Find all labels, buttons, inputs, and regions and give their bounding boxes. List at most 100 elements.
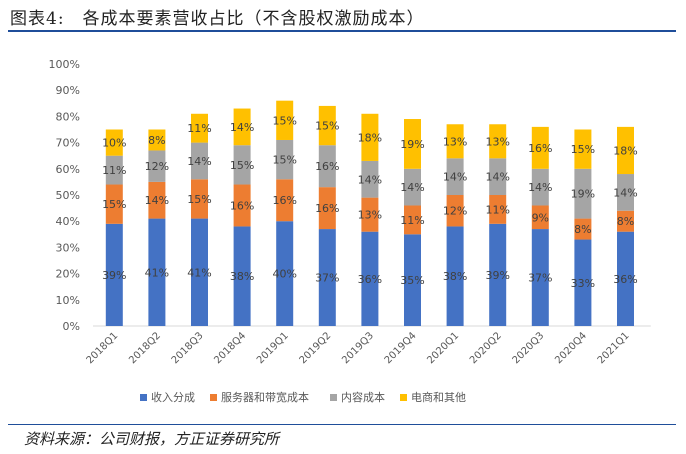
bar-segment <box>617 231 634 326</box>
bar-segment <box>318 229 336 326</box>
data-label: 15% <box>102 198 126 211</box>
bar-segment <box>574 239 592 326</box>
data-label: 14% <box>145 194 169 207</box>
bar-segment <box>233 226 251 326</box>
data-label: 18% <box>613 144 637 157</box>
data-label: 15% <box>571 143 595 156</box>
data-label: 9% <box>532 211 549 224</box>
bar-segment <box>404 205 421 235</box>
bar-segment <box>446 124 464 159</box>
bar-segment <box>148 150 166 182</box>
data-label: 12% <box>145 160 169 173</box>
bar-segment <box>617 126 634 175</box>
data-label: 14% <box>485 171 509 184</box>
data-label: 14% <box>358 173 382 186</box>
data-label: 16% <box>272 194 296 207</box>
data-label: 16% <box>315 202 339 215</box>
legend-label: 内容成本 <box>341 390 385 404</box>
x-tick-label: 2019Q1 <box>255 330 291 366</box>
data-label: 38% <box>230 270 254 283</box>
data-label: 15% <box>315 120 339 133</box>
bar-segment <box>191 142 208 180</box>
data-label: 15% <box>272 114 296 127</box>
bar-segment <box>318 145 336 188</box>
data-label: 39% <box>102 269 126 282</box>
bar-segment <box>489 223 507 326</box>
bar-segment <box>531 168 549 206</box>
footer-divider <box>8 424 676 425</box>
bar-segment <box>276 139 294 180</box>
y-tick-label: 90% <box>56 84 80 97</box>
x-tick-label: 2019Q4 <box>383 330 419 366</box>
y-tick-label: 100% <box>49 58 80 71</box>
bar-segment <box>404 119 421 169</box>
bar-segment <box>276 100 294 140</box>
data-label: 14% <box>400 181 424 194</box>
legend-swatch <box>210 394 217 401</box>
legend-swatch <box>330 394 337 401</box>
bar-segment <box>191 179 208 219</box>
title-divider <box>8 30 676 32</box>
x-tick-label: 2019Q3 <box>340 330 376 366</box>
y-tick-label: 20% <box>56 268 80 281</box>
bar-segment <box>191 218 208 326</box>
y-tick-label: 30% <box>56 241 80 254</box>
data-label: 18% <box>358 131 382 144</box>
bar-segment <box>404 234 421 326</box>
bar-segment <box>361 197 379 232</box>
data-label: 12% <box>443 205 467 218</box>
y-tick-label: 70% <box>56 137 80 150</box>
bar-segment <box>489 124 507 159</box>
x-tick-label: 2019Q2 <box>298 330 334 366</box>
legend-swatch <box>140 394 147 401</box>
data-label: 13% <box>358 209 382 222</box>
data-label: 33% <box>571 277 595 290</box>
data-label: 8% <box>148 134 165 147</box>
bar-segment <box>105 155 123 185</box>
data-label: 36% <box>613 273 637 286</box>
bar-segment <box>233 184 251 227</box>
data-label: 40% <box>272 268 296 281</box>
legend-label: 服务器和带宽成本 <box>221 390 309 404</box>
bar-segment <box>148 129 166 151</box>
data-label: 8% <box>617 215 634 228</box>
bar-segment <box>105 129 123 156</box>
bar-segment <box>446 158 464 195</box>
bar-segment <box>105 184 123 224</box>
data-label: 14% <box>230 121 254 134</box>
bar-segment <box>148 181 166 219</box>
bar-segment <box>361 160 379 198</box>
data-label: 14% <box>528 181 552 194</box>
x-tick-label: 2018Q3 <box>170 330 206 366</box>
data-label: 14% <box>443 171 467 184</box>
legend-label: 电商和其他 <box>411 390 466 404</box>
x-tick-label: 2020Q4 <box>553 330 589 366</box>
bar-segment <box>531 205 549 230</box>
data-label: 37% <box>315 272 339 285</box>
x-tick-label: 2021Q1 <box>596 330 632 366</box>
x-tick-label: 2018Q2 <box>127 330 163 366</box>
bar-segment <box>361 113 379 161</box>
bar-segment <box>233 145 251 185</box>
y-tick-label: 80% <box>56 110 80 123</box>
data-label: 36% <box>358 273 382 286</box>
data-label: 39% <box>485 269 509 282</box>
data-label: 11% <box>485 203 509 216</box>
bar-segment <box>148 218 166 326</box>
bar-segment <box>617 174 634 211</box>
x-tick-label: 2018Q1 <box>85 330 121 366</box>
data-label: 15% <box>272 154 296 167</box>
data-label: 11% <box>400 214 424 227</box>
data-label: 14% <box>613 186 637 199</box>
source-note: 资料来源：公司财报，方正证券研究所 <box>24 430 280 448</box>
data-label: 10% <box>102 137 126 150</box>
bar-segment <box>404 168 421 206</box>
bar-segment <box>318 187 336 230</box>
data-label: 38% <box>443 270 467 283</box>
figure-title: 图表4: 各成本要素营收占比（不含股权激励成本） <box>10 9 425 29</box>
x-tick-label: 2020Q3 <box>511 330 547 366</box>
data-label: 16% <box>315 160 339 173</box>
bar-segment <box>531 126 549 169</box>
data-label: 16% <box>528 142 552 155</box>
